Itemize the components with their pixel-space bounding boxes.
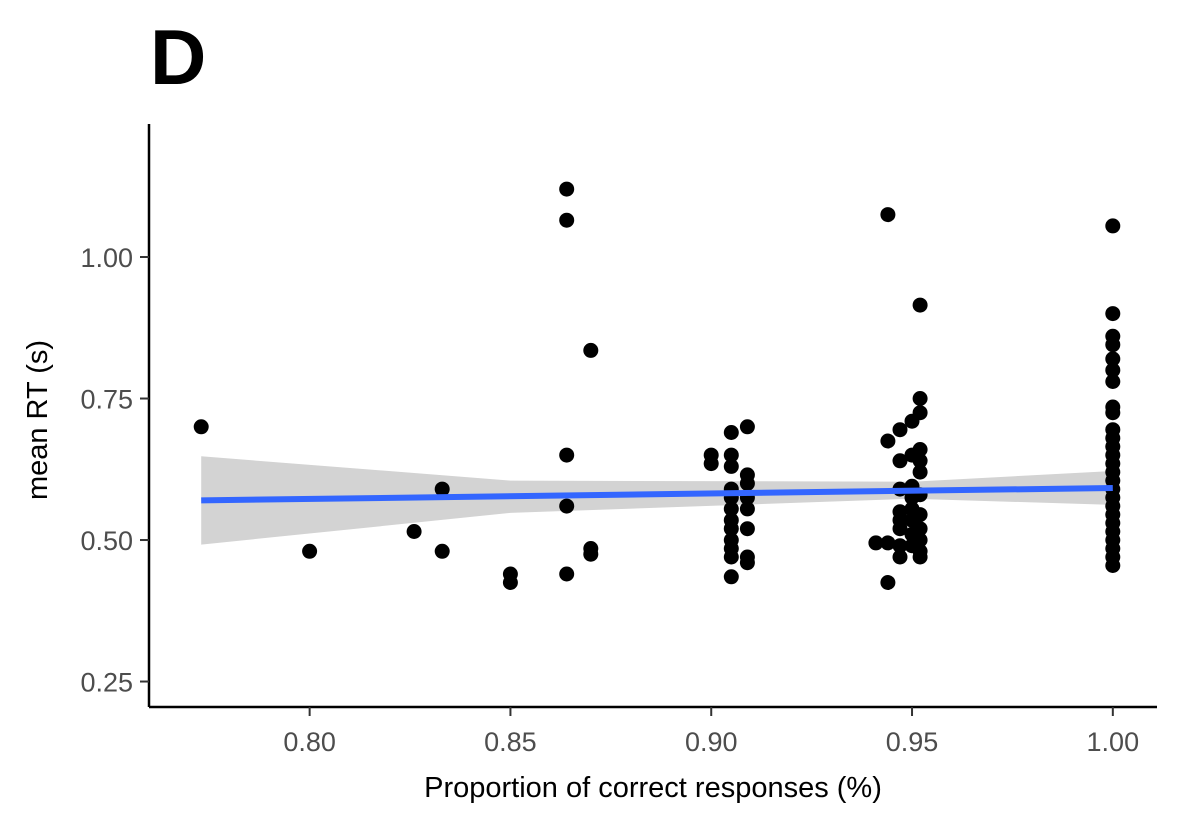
data-point [912,391,928,406]
data-point [1105,337,1121,353]
data-point [912,453,928,469]
data-point [502,575,518,590]
data-point [912,405,928,421]
panel-label: D [150,13,206,101]
x-axis-title: Proportion of correct responses (%) [424,772,882,804]
data-point [892,538,908,554]
data-point [193,419,209,435]
data-point [739,419,755,435]
data-point [559,447,575,463]
data-point [739,475,755,491]
plot-area [193,181,1121,590]
data-point [302,543,318,559]
data-point [892,549,908,565]
data-point [723,521,739,537]
data-point [723,569,739,585]
data-point [880,575,896,590]
y-axis-ticks: 0.25 0.50 0.75 1.00 [80,243,149,698]
data-point [912,507,928,523]
data-point [583,342,599,358]
data-point [1105,218,1121,234]
data-point [912,549,928,565]
data-point [723,501,739,517]
data-point [723,447,739,463]
data-point [912,297,928,313]
data-point [723,425,739,440]
data-point [892,453,908,469]
y-axis-title: mean RT (s) [22,340,54,500]
data-point [434,481,450,497]
data-point [1105,306,1121,322]
data-point [912,532,928,548]
data-point [559,181,575,197]
data-point [1105,405,1121,421]
x-axis-ticks: 0.80 0.85 0.90 0.95 1.00 [283,707,1139,757]
data-points [193,181,1121,590]
data-point [434,543,450,559]
data-point [880,207,896,223]
data-point [880,433,896,449]
y-tick-label: 0.25 [80,668,133,698]
data-point [703,456,719,472]
data-point [583,546,599,562]
regression-line [201,485,1113,504]
data-point [739,555,755,571]
data-point [559,212,575,228]
data-point [739,501,755,517]
data-point [1105,558,1121,573]
data-point [892,422,908,438]
data-point [868,535,884,551]
confidence-band [201,456,1113,545]
y-tick-label: 0.75 [80,385,133,415]
data-point [723,458,739,474]
data-point [892,521,908,537]
data-point [739,521,755,537]
data-point [880,535,896,551]
x-tick-label: 0.95 [886,727,939,757]
y-tick-label: 1.00 [80,243,133,273]
data-point [912,442,928,457]
data-point [912,464,928,480]
x-tick-label: 1.00 [1087,727,1140,757]
y-tick-label: 0.50 [80,526,133,556]
x-tick-label: 0.85 [484,727,537,757]
data-point [723,549,739,565]
data-point [559,566,575,582]
data-point [1105,351,1121,367]
data-point [1105,374,1121,389]
data-point [406,524,422,539]
x-tick-label: 0.80 [283,727,336,757]
data-point [912,521,928,537]
x-tick-label: 0.90 [685,727,738,757]
data-point [559,498,575,514]
data-point [1105,362,1121,378]
